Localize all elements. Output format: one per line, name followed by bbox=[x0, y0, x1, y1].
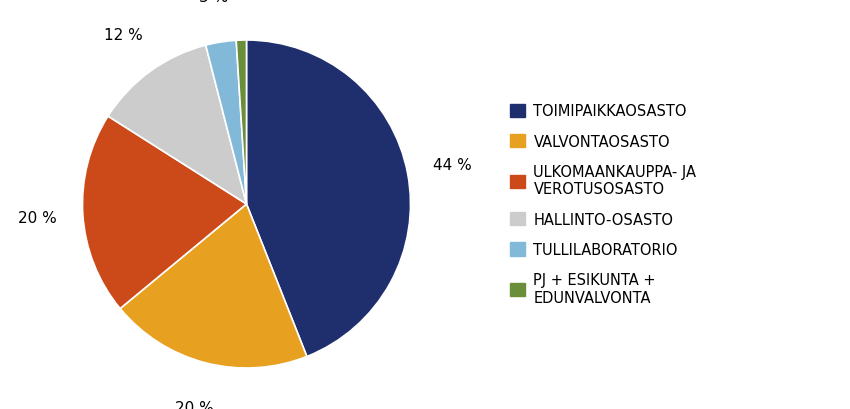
Wedge shape bbox=[246, 41, 411, 357]
Wedge shape bbox=[120, 204, 307, 368]
Wedge shape bbox=[236, 41, 246, 205]
Legend: TOIMIPAIKKAOSASTO, VALVONTAOSASTO, ULKOMAANKAUPPA- JA
VEROTUSOSASTO, HALLINTO-OS: TOIMIPAIKKAOSASTO, VALVONTAOSASTO, ULKOM… bbox=[510, 104, 696, 305]
Text: 12 %: 12 % bbox=[104, 27, 143, 43]
Wedge shape bbox=[206, 41, 246, 204]
Wedge shape bbox=[82, 117, 246, 309]
Text: 44 %: 44 % bbox=[434, 158, 472, 173]
Text: 20 %: 20 % bbox=[175, 400, 213, 409]
Text: 20 %: 20 % bbox=[18, 210, 56, 225]
Wedge shape bbox=[108, 46, 246, 204]
Text: 3 %: 3 % bbox=[199, 0, 229, 5]
Text: 1 %: 1 % bbox=[225, 0, 254, 3]
